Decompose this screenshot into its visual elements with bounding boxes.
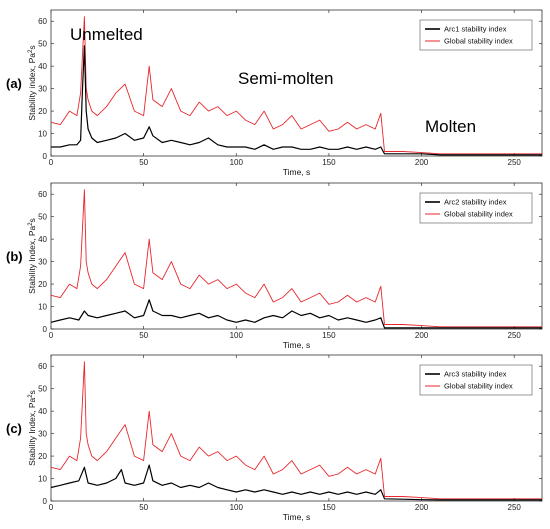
x-tick-label: 200 xyxy=(415,503,429,512)
x-tick-label: 0 xyxy=(49,158,54,167)
y-axis-label: Stability Index, Pa2s xyxy=(27,390,37,466)
x-tick-label: 150 xyxy=(322,331,336,340)
legend: Arc3 stability index Global stability ind… xyxy=(419,364,533,396)
x-tick-label: 50 xyxy=(139,503,148,512)
annotation-label: Semi-molten xyxy=(238,69,333,88)
y-tick-label: 0 xyxy=(43,497,48,506)
legend-entry: Arc1 stability index xyxy=(444,25,507,34)
series-line-arc xyxy=(51,45,542,156)
x-tick-label: 100 xyxy=(230,158,244,167)
chart-panel-1: 0 50 100 150 200 250 0 10 20 30 40 50 60 Time, s Stabi… xyxy=(6,9,543,177)
x-tick-label: 150 xyxy=(322,158,336,167)
series-line-global xyxy=(50,16,542,155)
x-axis-label: Time, s xyxy=(283,167,311,177)
x-tick-label: 0 xyxy=(49,503,54,512)
x-tick-label: 200 xyxy=(415,331,429,340)
legend-box xyxy=(419,364,533,396)
x-tick-label: 150 xyxy=(322,503,336,512)
y-axis-label: Stability Index, Pa2s xyxy=(27,218,37,294)
legend-entry: Global stability index xyxy=(444,37,513,46)
legend-box xyxy=(419,19,533,51)
y-tick-label: 40 xyxy=(38,62,47,71)
annotation-label: Molten xyxy=(425,117,476,136)
y-axis-label-main: Stability Index, Pa xyxy=(27,398,37,466)
x-tick-label: 250 xyxy=(508,158,522,167)
y-tick-label: 50 xyxy=(38,213,47,222)
y-tick-label: 0 xyxy=(43,152,48,161)
panel-label: (c) xyxy=(6,421,22,436)
y-tick-label: 20 xyxy=(38,107,47,116)
y-tick-label: 60 xyxy=(38,17,47,26)
x-tick-label: 0 xyxy=(49,331,54,340)
y-tick-label: 10 xyxy=(38,130,47,139)
y-axis-label-suffix: s xyxy=(27,45,37,49)
y-tick-label: 20 xyxy=(38,280,47,289)
legend-entry: Arc2 stability index xyxy=(444,198,507,207)
x-tick-label: 50 xyxy=(139,331,148,340)
series-line-global xyxy=(50,361,542,500)
y-axis-label: Stability index, Pa2s xyxy=(27,45,37,120)
legend: Arc1 stability index Global stability ind… xyxy=(419,19,533,51)
y-tick-label: 60 xyxy=(38,362,47,371)
legend: Arc2 stability index Global stability ind… xyxy=(419,192,533,224)
y-tick-label: 20 xyxy=(38,452,47,461)
y-tick-label: 10 xyxy=(38,475,47,484)
panel-label: (b) xyxy=(6,249,23,264)
series-line-arc xyxy=(50,464,542,501)
y-axis-label-main: Stability index, Pa xyxy=(27,53,37,121)
x-axis-label: Time, s xyxy=(283,340,311,350)
chart-panel-2: 0 50 100 150 200 250 0 10 20 30 40 50 60 Time, s Stabi… xyxy=(6,182,543,350)
x-tick-label: 50 xyxy=(139,158,148,167)
x-tick-label: 200 xyxy=(415,158,429,167)
x-axis-label: Time, s xyxy=(283,512,311,522)
x-tick-label: 250 xyxy=(508,503,522,512)
x-tick-label: 100 xyxy=(230,331,244,340)
y-tick-label: 40 xyxy=(38,235,47,244)
chart-panel-3: 0 50 100 150 200 250 0 10 20 30 40 50 60 Time, s Stabi… xyxy=(6,354,543,522)
legend-entry: Global stability index xyxy=(444,382,513,391)
x-tick-label: 100 xyxy=(230,503,244,512)
series-line-global xyxy=(50,189,542,328)
legend-box xyxy=(419,192,533,224)
y-axis-label-sup: 2 xyxy=(28,222,34,226)
series-line-arc xyxy=(50,299,542,329)
y-tick-label: 10 xyxy=(38,303,47,312)
y-tick-label: 30 xyxy=(38,258,47,267)
y-tick-label: 40 xyxy=(38,407,47,416)
y-tick-label: 30 xyxy=(38,430,47,439)
legend-entry: Arc3 stability index xyxy=(444,370,507,379)
x-tick-label: 250 xyxy=(508,331,522,340)
y-axis-label-suffix: s xyxy=(27,218,37,222)
legend-entry: Global stability index xyxy=(444,210,513,219)
y-axis-label-suffix: s xyxy=(27,390,37,394)
y-tick-label: 50 xyxy=(38,385,47,394)
y-axis-label-sup: 2 xyxy=(28,49,34,53)
panel-label: (a) xyxy=(6,76,22,91)
y-tick-label: 30 xyxy=(38,85,47,94)
annotation-label: Unmelted xyxy=(70,25,143,44)
y-axis-label-main: Stability Index, Pa xyxy=(27,226,37,294)
y-tick-label: 60 xyxy=(38,190,47,199)
y-tick-label: 0 xyxy=(43,325,48,334)
y-axis-label-sup: 2 xyxy=(28,394,34,398)
y-tick-label: 50 xyxy=(38,40,47,49)
